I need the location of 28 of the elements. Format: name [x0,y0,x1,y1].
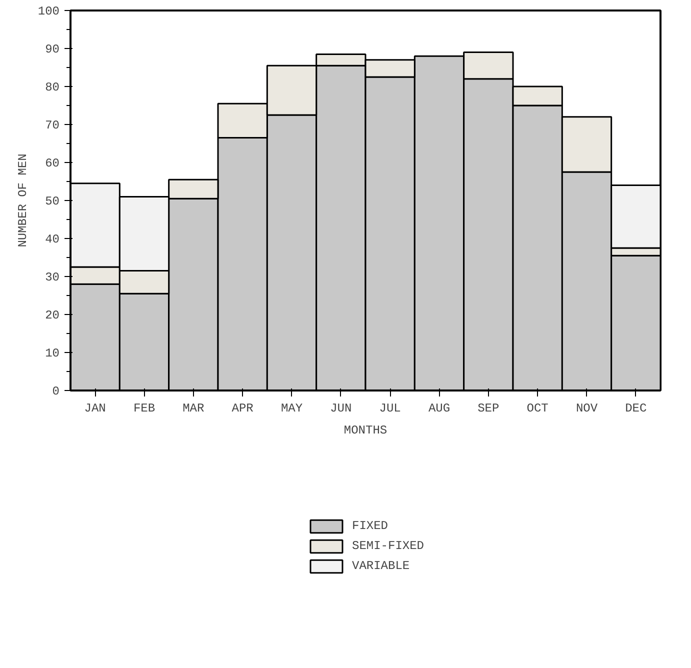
legend-label: SEMI-FIXED [352,539,424,553]
x-tick-label: SEP [478,402,500,416]
y-tick-label: 90 [45,42,60,56]
x-tick-label: DEC [625,402,647,416]
legend-label: FIXED [352,519,388,533]
x-tick-label: JAN [84,402,106,416]
y-tick-label: 0 [52,384,60,398]
legend-label: VARIABLE [352,559,410,573]
x-tick-label: MAR [182,402,204,416]
x-tick-label: JUL [379,402,401,416]
y-tick-label: 70 [45,118,60,132]
y-axis-title: NUMBER OF MEN [16,154,30,248]
y-tick-label: 80 [45,80,60,94]
y-tick-label: 20 [45,308,60,322]
y-tick-label: 100 [38,4,60,18]
y-tick-label: 60 [45,156,60,170]
x-tick-label: NOV [576,402,598,416]
x-tick-label: OCT [526,402,548,416]
y-tick-label: 10 [45,346,60,360]
x-axis-title: MONTHS [344,424,388,438]
x-tick-label: FEB [133,402,156,416]
x-tick-label: MAY [280,402,303,416]
y-tick-label: 40 [45,232,60,246]
x-tick-label: APR [232,402,254,416]
x-tick-label: AUG [428,402,450,416]
y-tick-label: 30 [45,270,60,284]
y-tick-label: 50 [45,194,60,208]
x-tick-label: JUN [330,402,352,416]
